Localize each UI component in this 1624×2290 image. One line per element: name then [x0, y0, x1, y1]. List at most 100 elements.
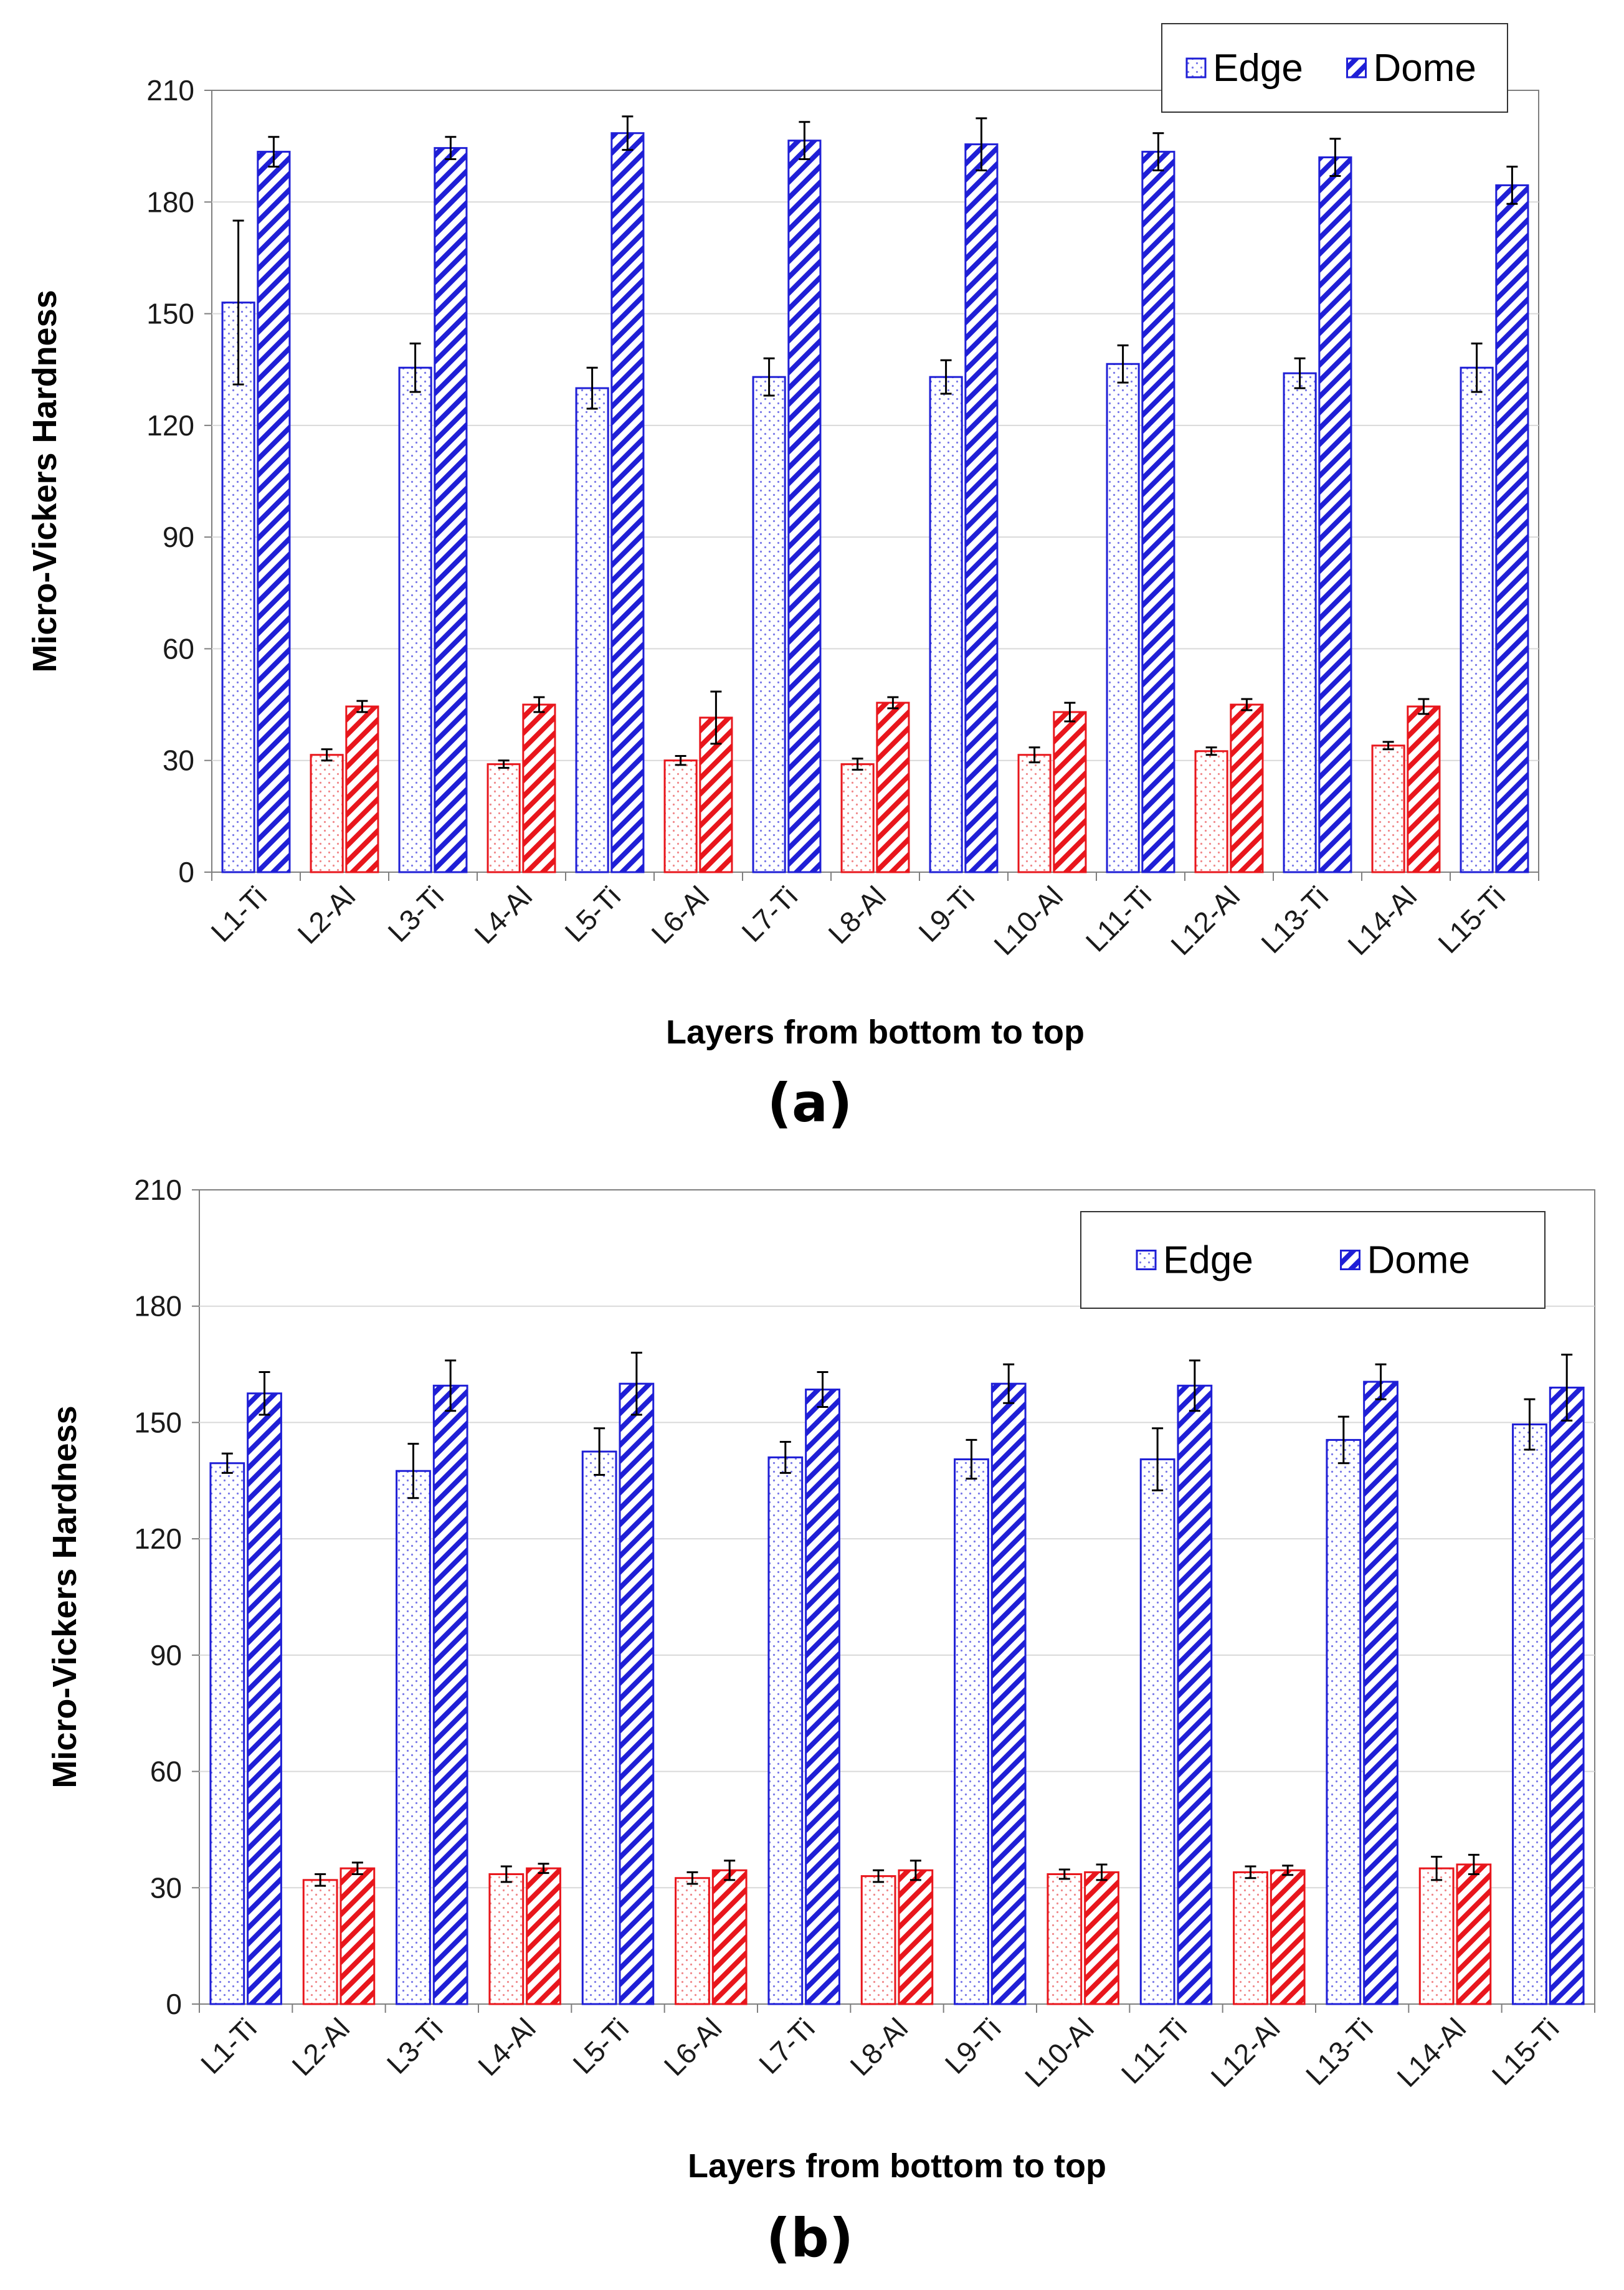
bar-edge	[1233, 1871, 1268, 2005]
y-tick-label: 180	[134, 1290, 182, 1323]
legend-swatch-edge	[1185, 57, 1207, 78]
bar-edge	[1418, 1867, 1455, 2005]
error-bar	[500, 1865, 512, 1883]
bar-dome	[345, 705, 379, 873]
y-tick-label: 60	[163, 632, 194, 665]
x-tick-label: L13-Ti	[1255, 880, 1334, 959]
error-bar	[1117, 344, 1129, 384]
bar-dome	[247, 1392, 282, 2005]
error-bar	[538, 1863, 549, 1874]
y-tick-label: 0	[178, 856, 194, 888]
y-axis-title: Micro-Vickers Hardness	[26, 290, 64, 672]
error-bar	[1294, 357, 1306, 389]
y-tick-label: 90	[150, 1639, 182, 1671]
error-bar	[1058, 1868, 1070, 1880]
y-tick-label: 150	[146, 298, 194, 330]
x-tick-label: L3-Ti	[381, 880, 450, 948]
x-tick-label: L3-Ti	[381, 2012, 449, 2080]
legend-box	[1161, 23, 1508, 113]
bar-dome	[432, 1384, 468, 2005]
error-bar	[873, 1869, 885, 1883]
bar-dome	[805, 1389, 840, 2005]
x-tick-label: L2-Al	[285, 2012, 356, 2082]
plot-area	[199, 1189, 1595, 2005]
bar-dome	[257, 151, 291, 873]
error-bar	[966, 1438, 977, 1480]
legend: Edge Dome	[1080, 1211, 1546, 1309]
x-tick-label: L15-Ti	[1486, 2012, 1565, 2091]
x-tick-label: L5-Ti	[558, 880, 627, 948]
error-bar	[1561, 1354, 1573, 1422]
y-tick-label: 150	[134, 1406, 182, 1438]
legend: Edge Dome	[1161, 23, 1508, 113]
error-bar	[1431, 1855, 1443, 1881]
error-bar	[1282, 1865, 1294, 1876]
bar-edge	[581, 1450, 617, 2005]
y-tick-label: 90	[163, 521, 194, 553]
error-bar	[232, 219, 244, 386]
bar-dome	[1084, 1871, 1119, 2005]
bar-edge	[1283, 372, 1317, 873]
bar-dome	[1495, 184, 1529, 873]
bar-edge	[1512, 1423, 1547, 2005]
x-axis-title: Layers from bottom to top	[688, 2147, 1106, 2185]
bar-dome	[610, 132, 645, 873]
bar-dome	[1270, 1869, 1306, 2005]
error-bar	[622, 115, 634, 151]
error-bar	[686, 1871, 698, 1885]
x-tick-label: L1-Ti	[204, 880, 273, 948]
error-bar	[675, 755, 686, 766]
error-bar	[1337, 1415, 1349, 1465]
panel-label: (a)	[767, 1072, 853, 1134]
error-bar	[445, 1359, 457, 1412]
bar-dome	[434, 147, 468, 873]
error-bar	[1418, 698, 1430, 715]
y-tick-label: 0	[166, 1988, 182, 2020]
x-tick-label: L10-Al	[987, 880, 1069, 961]
error-bar	[498, 759, 510, 769]
x-tick-label: L10-Al	[1019, 2012, 1100, 2093]
x-tick-label: L6-Al	[645, 880, 715, 950]
error-bar	[940, 359, 952, 395]
bar-edge	[1326, 1438, 1362, 2005]
bar-dome	[1177, 1384, 1213, 2005]
y-tick-label: 210	[146, 74, 194, 107]
legend-box	[1080, 1211, 1546, 1309]
x-tick-label: L4-Al	[472, 2012, 542, 2082]
error-bar	[356, 700, 368, 713]
chart-panel-a: 0 30 60 90 120 150 180 210 L1-Ti L2-Al L3-Ti L4-Al L…	[26, 23, 1539, 1134]
legend-label-edge: Edge	[1213, 47, 1303, 90]
x-tick-label: L14-Al	[1341, 880, 1423, 961]
legend-swatch-dome	[1340, 1250, 1360, 1270]
bar-edge	[767, 1456, 804, 2005]
bar-dome	[1318, 156, 1352, 873]
y-tick-label: 210	[134, 1174, 182, 1206]
error-bar	[1028, 746, 1040, 764]
error-bar	[799, 121, 810, 161]
error-bar	[594, 1427, 605, 1476]
error-bar	[409, 342, 421, 393]
x-tick-label: L14-Al	[1390, 2012, 1472, 2093]
error-bar	[351, 1861, 363, 1876]
x-tick-label: L7-Ti	[735, 880, 804, 948]
error-bar	[1241, 698, 1253, 711]
error-bar	[779, 1441, 791, 1474]
bar-dome	[964, 143, 999, 873]
bar-dome	[990, 1382, 1027, 2005]
x-tick-label: L1-Ti	[194, 2012, 263, 2080]
y-axis-title: Micro-Vickers Hardness	[46, 1405, 83, 1788]
bar-dome	[876, 701, 910, 873]
error-bar	[1152, 1427, 1164, 1491]
y-tick-label: 120	[134, 1523, 182, 1555]
error-bar	[259, 1371, 270, 1416]
bar-edge	[675, 1877, 710, 2005]
error-bar	[1189, 1359, 1200, 1412]
bar-dome	[522, 703, 556, 873]
error-bar	[710, 690, 722, 745]
x-tick-label: L9-Ti	[939, 2012, 1007, 2080]
bar-dome	[787, 140, 822, 873]
bar-edge	[209, 1462, 245, 2005]
error-bar	[1524, 1398, 1536, 1451]
x-tick-label: L7-Ti	[753, 2012, 821, 2080]
